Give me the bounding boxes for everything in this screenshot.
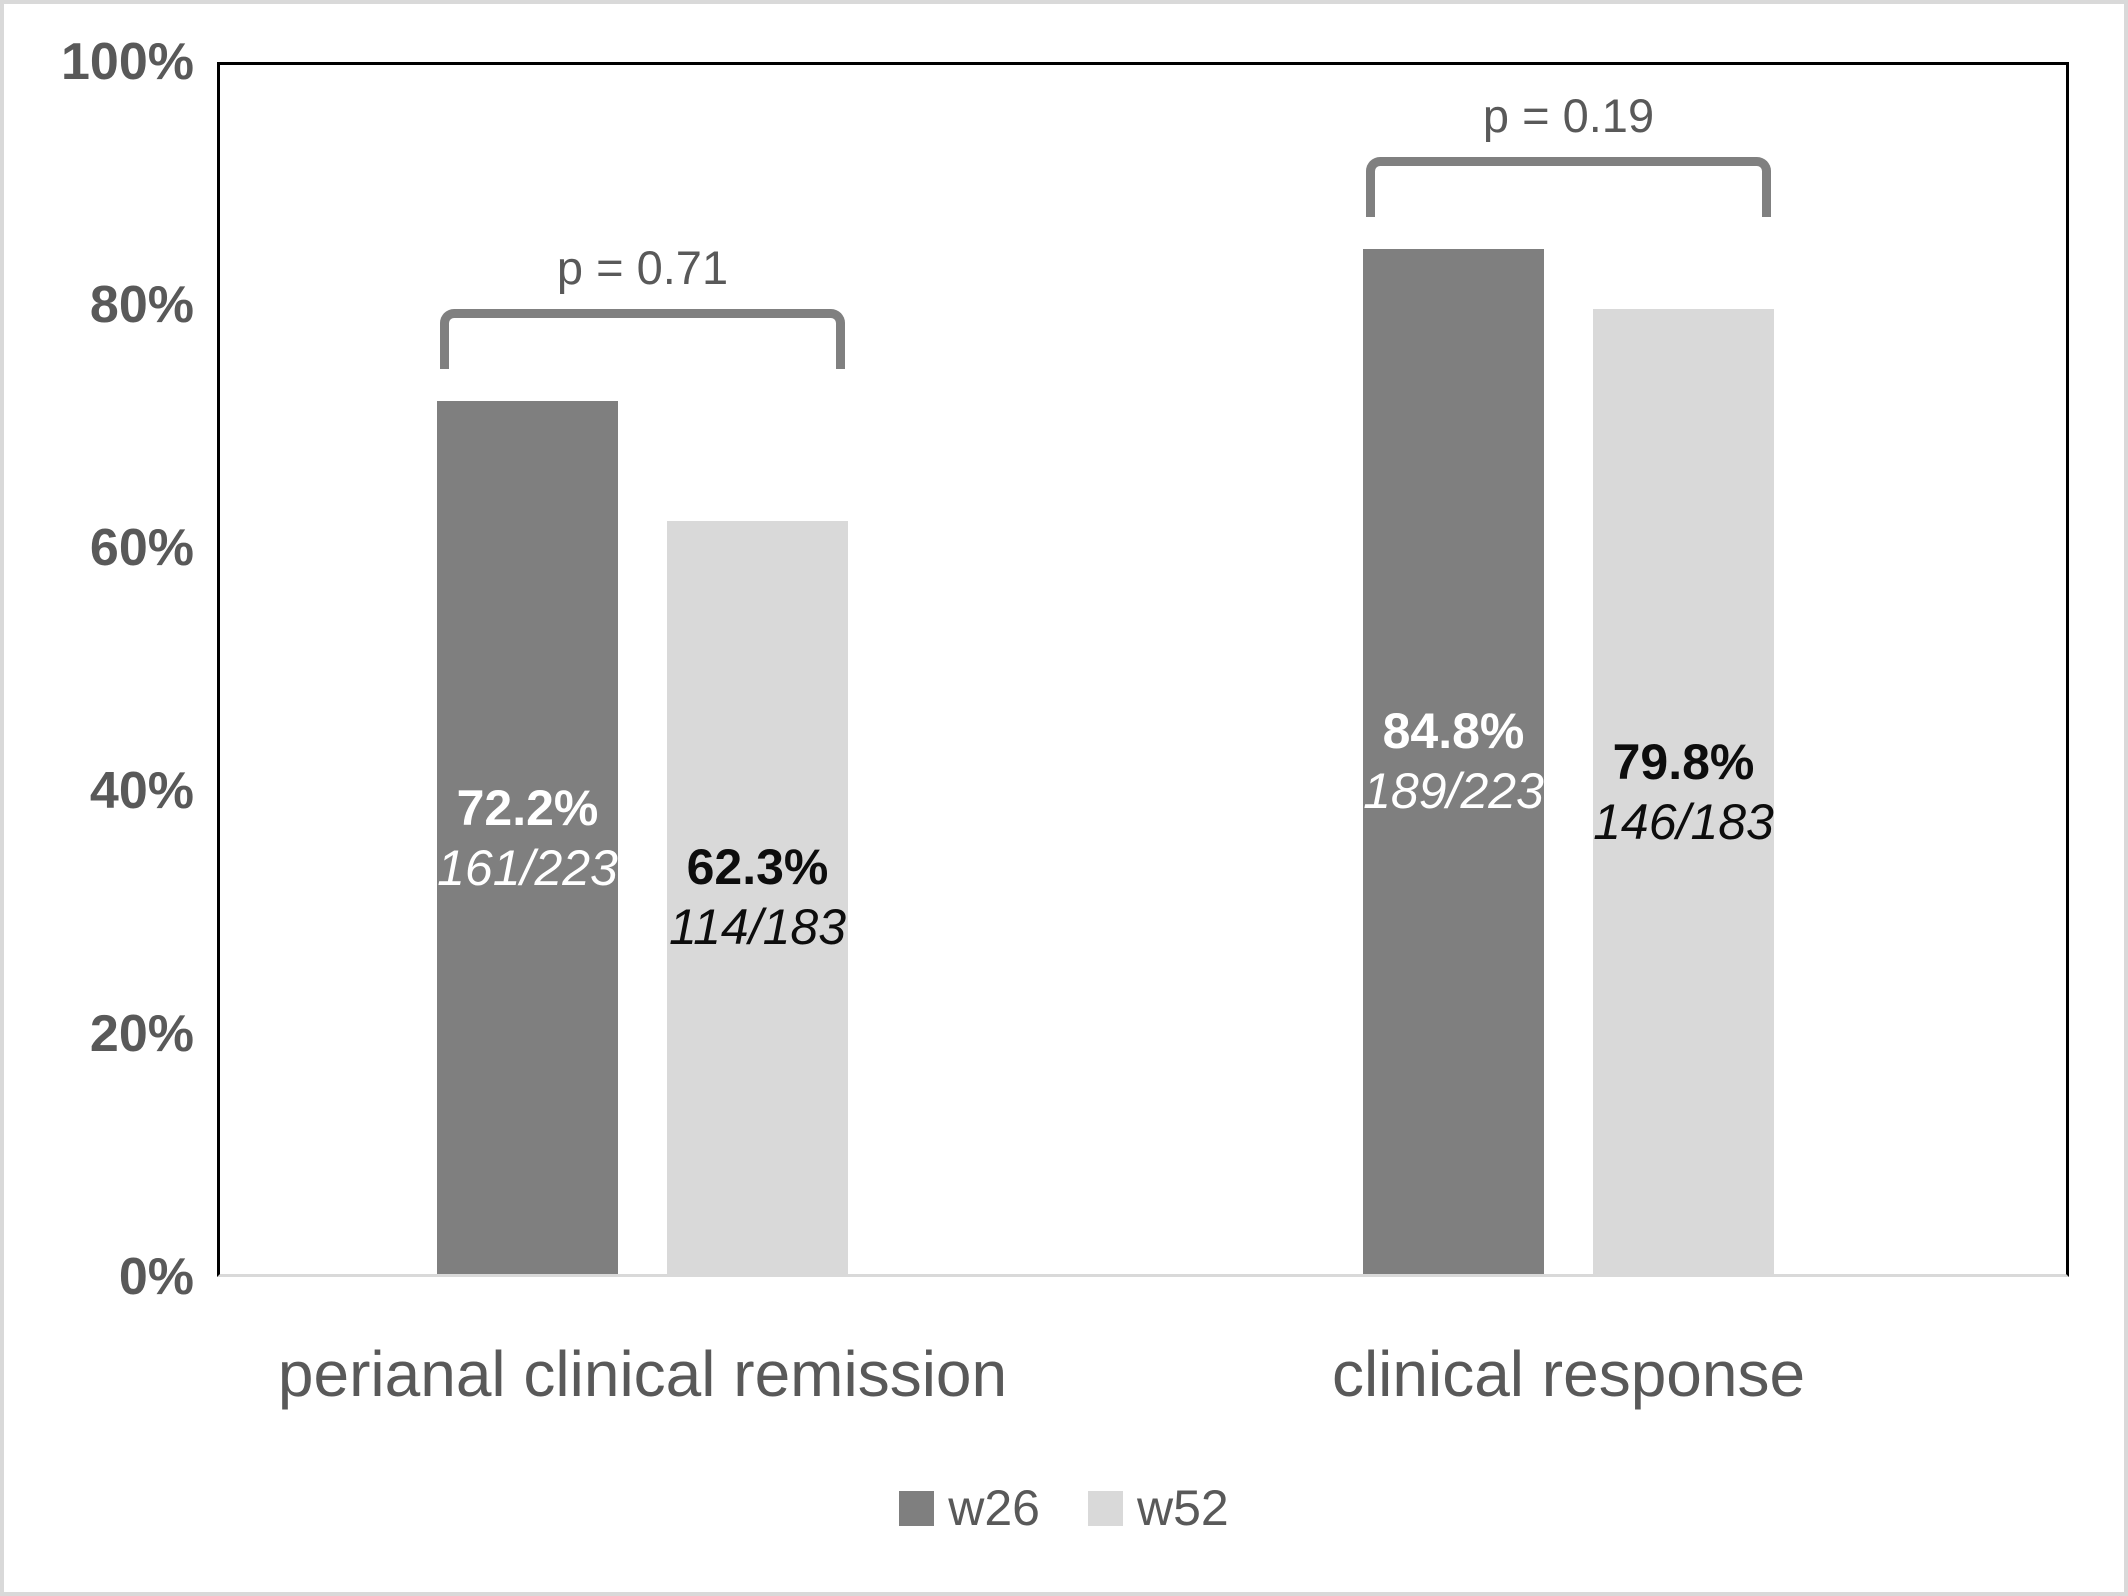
bar-w26-group1: 72.2% 161/223 <box>437 401 618 1274</box>
bar-w26-group2: 84.8% 189/223 <box>1363 248 1544 1274</box>
y-tick-label: 0% <box>118 1248 194 1306</box>
bar-fraction-label: 189/223 <box>1363 763 1544 820</box>
y-tick-label: 80% <box>89 276 194 334</box>
y-tick-label: 40% <box>89 762 194 820</box>
legend: w26 w52 <box>4 1470 2124 1546</box>
legend-label: w26 <box>948 1480 1040 1536</box>
bar-value-label: 62.3% <box>686 839 829 896</box>
significance-bracket <box>1366 156 1771 217</box>
plot-area: 72.2% 161/223 62.3% 114/183 84.8% 189/223 79.8… <box>217 62 2069 1277</box>
legend-item-w52: w52 <box>1088 1482 1229 1534</box>
bar-value-label: 84.8% <box>1382 703 1525 760</box>
legend-swatch-w52-icon <box>1088 1490 1123 1526</box>
legend-item-w26: w26 <box>899 1482 1040 1534</box>
significance-bracket <box>440 309 845 370</box>
category-label: clinical response <box>1331 1338 1806 1410</box>
y-tick-label: 60% <box>89 519 194 577</box>
bar-w52-group1: 62.3% 114/183 <box>667 520 848 1274</box>
legend-label: w52 <box>1137 1480 1229 1536</box>
bar-fraction-label: 114/183 <box>668 899 847 956</box>
category-label: perianal clinical remission <box>277 1338 1008 1410</box>
legend-swatch-w26-icon <box>899 1490 935 1526</box>
y-tick-label: 20% <box>89 1005 194 1063</box>
p-value-label: p = 0.19 <box>1482 88 1655 142</box>
p-value-label: p = 0.71 <box>556 241 729 295</box>
bar-w52-group2: 79.8% 146/183 <box>1593 309 1774 1274</box>
bar-fraction-label: 161/223 <box>437 839 618 896</box>
y-tick-label: 100% <box>61 33 194 91</box>
bar-fraction-label: 146/183 <box>1593 793 1774 850</box>
bar-value-label: 79.8% <box>1612 733 1755 790</box>
bar-value-label: 72.2% <box>456 779 599 836</box>
